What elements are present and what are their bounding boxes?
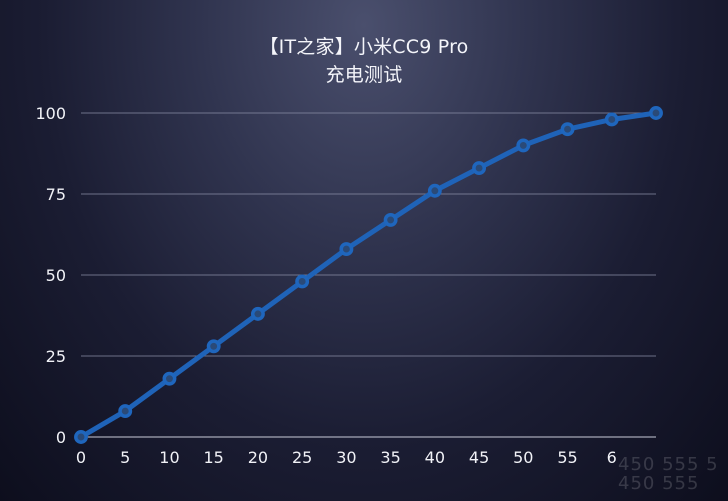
- data-points: [74, 106, 663, 444]
- x-tick-label: 15: [204, 448, 224, 467]
- gridlines: [81, 112, 656, 438]
- x-tick-label: 10: [159, 448, 179, 467]
- data-point: [162, 371, 177, 386]
- data-series: [78, 110, 659, 440]
- x-tick-label: 25: [292, 448, 312, 467]
- x-tick-label: 6: [607, 448, 617, 467]
- y-tick-label: 50: [46, 266, 66, 285]
- x-tick-label: 0: [76, 448, 86, 467]
- data-point: [472, 161, 487, 176]
- data-point: [118, 404, 133, 419]
- data-point: [339, 242, 354, 257]
- data-point: [74, 430, 88, 444]
- x-tick-label: 50: [513, 448, 533, 467]
- x-tick-label: 20: [248, 448, 268, 467]
- watermark-text: 450 555 5 450 555: [618, 455, 719, 494]
- y-axis-ticks: 0 25 50 75 100: [35, 104, 66, 447]
- data-point: [560, 122, 575, 137]
- y-tick-label: 0: [56, 428, 66, 447]
- y-tick-label: 25: [46, 347, 66, 366]
- chart-subtitle: 充电测试: [325, 64, 403, 86]
- x-tick-label: 55: [557, 448, 577, 467]
- data-point: [604, 112, 619, 127]
- x-tick-label: 45: [469, 448, 489, 467]
- data-point: [427, 183, 442, 198]
- x-tick-label: 40: [425, 448, 445, 467]
- x-tick-label: 35: [380, 448, 400, 467]
- series-line: [78, 110, 659, 440]
- data-point: [250, 306, 265, 321]
- x-tick-label: 30: [336, 448, 356, 467]
- data-point: [206, 339, 221, 354]
- y-tick-label: 75: [46, 185, 66, 204]
- data-point: [649, 106, 663, 120]
- data-point: [516, 138, 531, 153]
- y-tick-label: 100: [35, 104, 66, 123]
- data-point: [295, 274, 310, 289]
- chart-title: 【IT之家】小米CC9 Pro: [259, 36, 469, 58]
- data-point: [383, 212, 398, 227]
- watermark: 450 555 5 450 555: [618, 455, 728, 497]
- x-tick-label: 5: [120, 448, 130, 467]
- x-axis-ticks: 0 5 10 15 20 25 30 35 40 45 50 55 6: [76, 448, 617, 467]
